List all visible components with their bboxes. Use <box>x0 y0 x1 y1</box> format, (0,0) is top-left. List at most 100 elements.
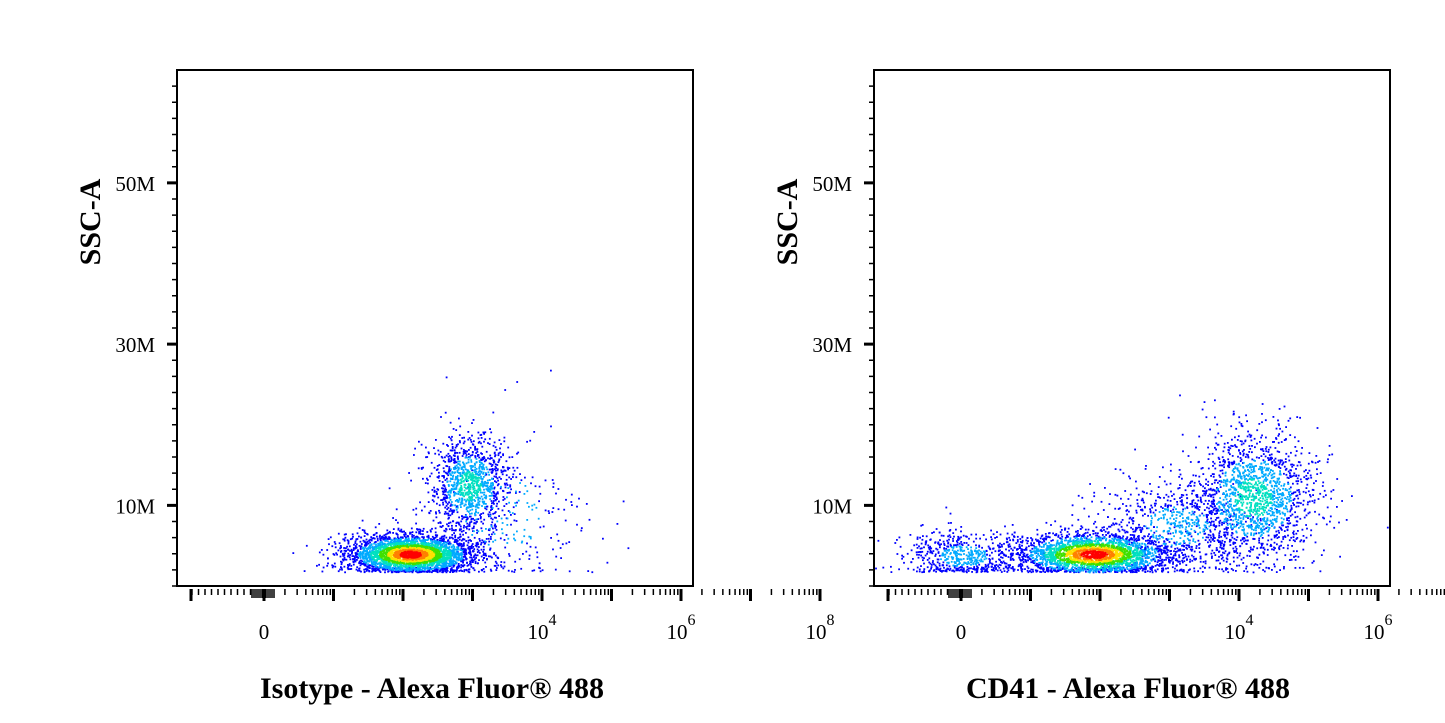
data-point <box>501 522 504 524</box>
data-point <box>483 493 485 496</box>
data-point <box>497 461 500 464</box>
data-point <box>492 531 495 534</box>
data-point <box>557 539 560 542</box>
data-point <box>482 465 484 468</box>
data-point <box>442 554 444 557</box>
data-point <box>1153 526 1155 528</box>
data-point <box>420 546 423 549</box>
data-point <box>457 563 460 565</box>
data-point <box>462 461 465 464</box>
data-point <box>494 560 497 563</box>
data-point <box>396 539 399 542</box>
data-point <box>882 566 885 569</box>
data-point <box>351 533 354 536</box>
data-point <box>367 542 370 545</box>
data-point <box>496 468 499 471</box>
data-point <box>492 501 495 504</box>
data-point <box>472 517 474 520</box>
data-point <box>406 543 408 545</box>
data-point <box>481 468 484 471</box>
data-point <box>1351 495 1353 497</box>
data-point <box>454 562 457 565</box>
data-point <box>346 539 349 542</box>
data-point <box>382 568 385 571</box>
data-point <box>444 541 446 544</box>
data-point <box>487 442 489 444</box>
data-point <box>473 482 475 485</box>
data-point <box>358 545 361 547</box>
data-point <box>454 569 457 572</box>
data-point <box>420 468 423 470</box>
data-point <box>481 498 484 500</box>
data-point <box>482 541 485 544</box>
data-point <box>460 482 463 484</box>
data-point <box>387 561 390 564</box>
data-point <box>470 505 473 508</box>
data-point <box>469 485 472 488</box>
data-point <box>449 495 452 498</box>
data-point <box>442 501 444 504</box>
data-point <box>370 556 373 558</box>
data-point <box>368 551 371 553</box>
data-point <box>462 529 465 532</box>
data-point <box>479 497 481 500</box>
data-point <box>578 497 580 500</box>
plot-frame <box>176 69 694 587</box>
data-point <box>345 547 347 550</box>
data-point <box>433 553 436 556</box>
data-point <box>1182 450 1184 453</box>
data-point <box>455 505 458 508</box>
data-point <box>508 467 511 469</box>
data-point <box>588 518 591 521</box>
data-point <box>493 564 496 567</box>
data-point <box>436 554 438 557</box>
data-point <box>495 481 498 484</box>
data-point <box>469 439 472 441</box>
data-point <box>455 445 458 448</box>
data-point <box>1081 526 1084 529</box>
data-point <box>1325 523 1328 526</box>
data-point <box>438 480 441 482</box>
data-point <box>465 526 467 528</box>
data-point <box>472 546 475 548</box>
data-point <box>991 557 994 560</box>
data-point <box>430 539 432 542</box>
data-point <box>460 486 463 489</box>
data-point <box>498 459 500 462</box>
data-point <box>522 553 524 555</box>
data-point <box>1328 445 1331 447</box>
data-point <box>485 473 488 476</box>
data-point <box>472 469 475 472</box>
data-point <box>335 552 338 555</box>
data-point <box>433 557 436 559</box>
data-point <box>1205 416 1208 419</box>
data-point <box>449 505 452 507</box>
data-point <box>485 494 487 497</box>
data-point <box>354 540 357 543</box>
data-point <box>406 548 408 550</box>
data-point <box>1277 419 1279 422</box>
data-point <box>386 538 389 541</box>
data-point <box>1179 394 1181 397</box>
data-point <box>412 540 415 543</box>
data-point <box>447 540 449 542</box>
data-point <box>347 541 350 544</box>
data-point <box>480 555 483 558</box>
data-point <box>368 560 371 563</box>
data-point <box>385 536 388 539</box>
data-point <box>461 477 464 480</box>
data-point <box>495 529 498 531</box>
data-point <box>489 454 492 457</box>
data-point <box>463 524 465 527</box>
data-point <box>383 534 386 537</box>
data-point <box>441 556 444 559</box>
data-point <box>379 541 382 544</box>
data-point <box>318 551 321 554</box>
data-point <box>460 539 463 542</box>
data-point <box>428 452 430 455</box>
data-point <box>483 557 485 559</box>
data-point <box>477 431 480 434</box>
data-point <box>447 512 450 515</box>
data-point <box>471 454 474 456</box>
data-point <box>470 566 473 568</box>
